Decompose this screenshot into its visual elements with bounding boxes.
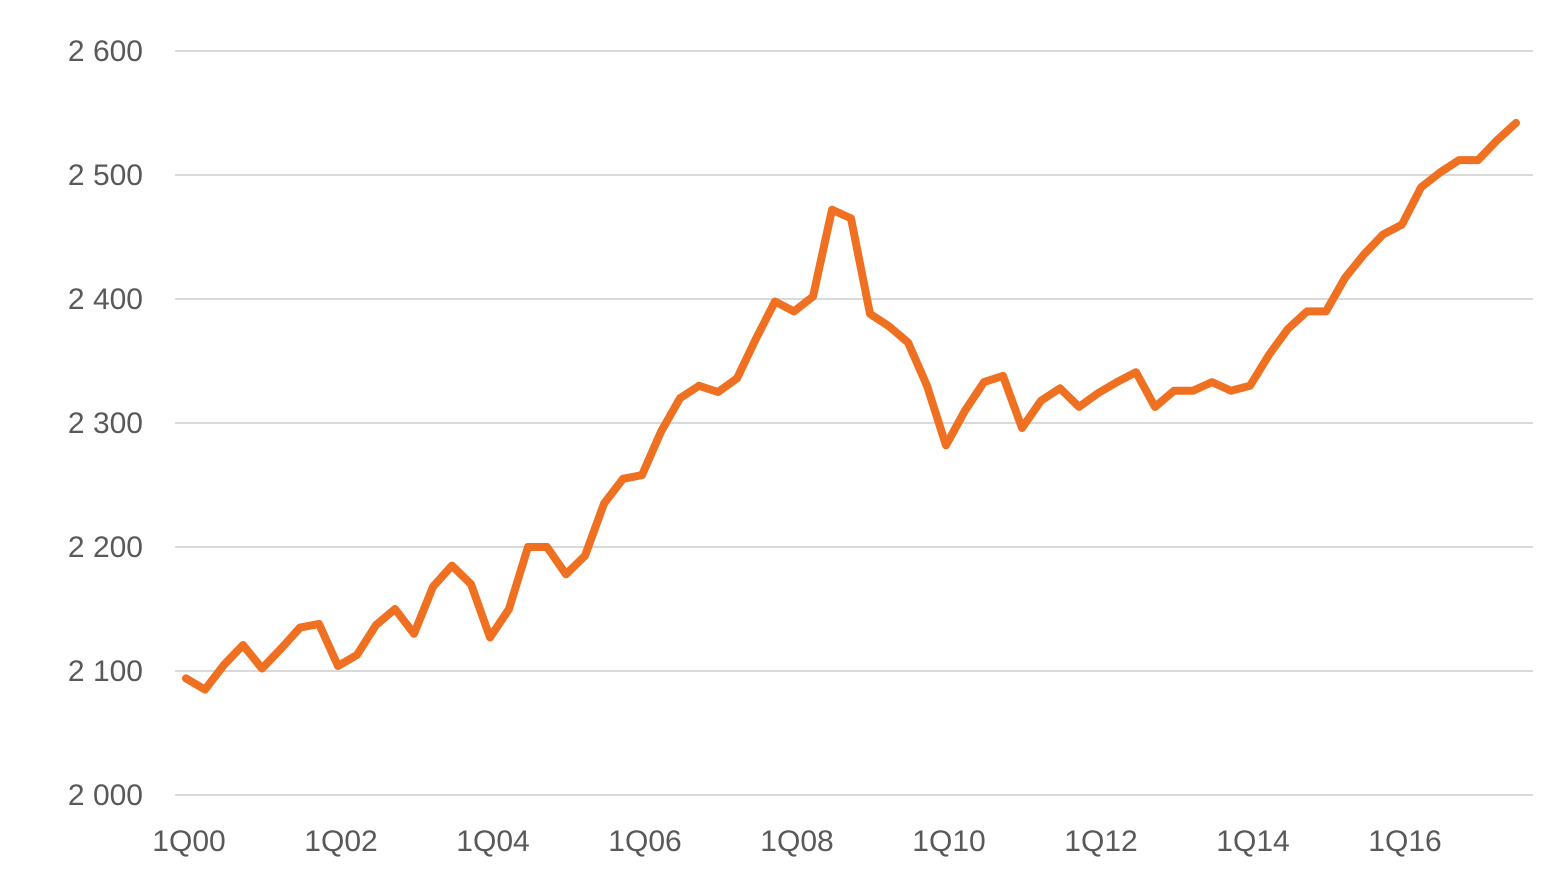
y-tick-label: 2 100 — [68, 655, 143, 688]
x-tick-label: 1Q00 — [152, 825, 225, 858]
y-tick-label: 2 600 — [68, 35, 143, 68]
y-tick-label: 2 300 — [68, 407, 143, 440]
y-tick-label: 2 200 — [68, 531, 143, 564]
x-tick-label: 1Q12 — [1064, 825, 1137, 858]
x-tick-label: 1Q04 — [456, 825, 529, 858]
gridlines — [175, 50, 1533, 796]
y-tick-label: 2 000 — [68, 779, 143, 812]
y-tick-label: 2 500 — [68, 159, 143, 192]
y-axis: 2 000 2 100 2 200 2 300 2 400 2 500 2 600 — [68, 35, 143, 812]
x-tick-label: 1Q08 — [760, 825, 833, 858]
x-tick-label: 1Q06 — [608, 825, 681, 858]
x-tick-label: 1Q14 — [1216, 825, 1289, 858]
series-group — [182, 118, 1520, 694]
x-tick-label: 1Q02 — [304, 825, 377, 858]
x-tick-label: 1Q10 — [912, 825, 985, 858]
series-line — [182, 118, 1520, 694]
y-tick-label: 2 400 — [68, 283, 143, 316]
x-axis: 1Q00 1Q02 1Q04 1Q06 1Q08 1Q10 1Q12 1Q14 1Q16 — [152, 825, 1441, 858]
x-tick-label: 1Q16 — [1368, 825, 1441, 858]
